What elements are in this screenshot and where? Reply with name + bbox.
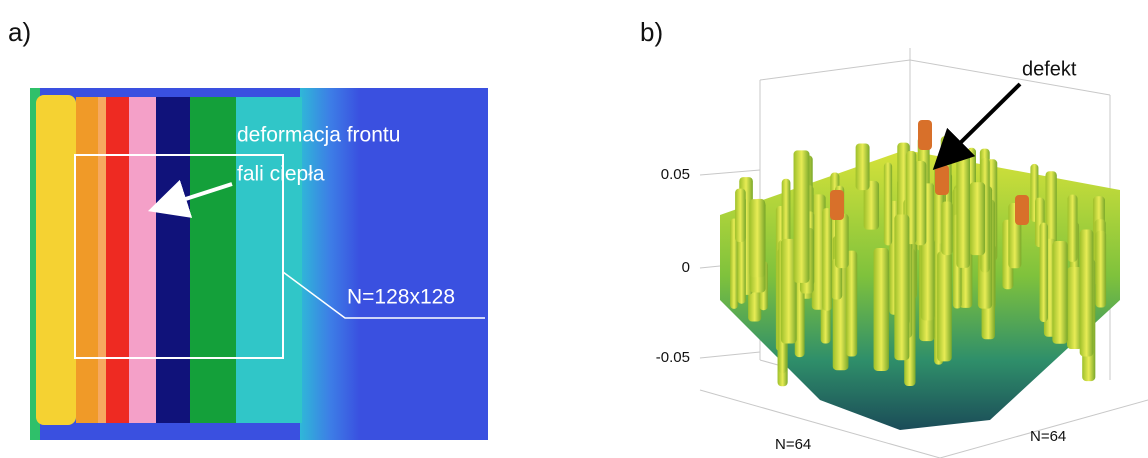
surface-spike xyxy=(914,160,927,246)
z-tick-label: 0 xyxy=(682,259,690,276)
surface-spike xyxy=(855,143,870,191)
surface-spike xyxy=(846,250,858,357)
surface-spike xyxy=(793,150,810,283)
surface-spike xyxy=(863,180,880,230)
surface xyxy=(720,120,1120,430)
arrow xyxy=(932,82,1022,171)
surface-spike xyxy=(894,214,910,361)
surface-spike xyxy=(822,208,832,311)
surface-spike xyxy=(937,251,952,362)
annotation: fali ciepła xyxy=(237,163,325,186)
surface-spike xyxy=(1067,194,1078,262)
surface-spike xyxy=(831,258,843,300)
axis-label: N=64 xyxy=(1030,428,1066,445)
surface-spike xyxy=(941,201,953,256)
surface-spike xyxy=(835,213,849,269)
annotation: deformacja frontu xyxy=(237,124,400,147)
surface-spike xyxy=(735,188,746,243)
surface-spike xyxy=(1045,171,1057,250)
panel-label: b) xyxy=(640,17,663,47)
thermal-image xyxy=(30,88,488,440)
surface-spike xyxy=(969,182,986,256)
surface-peak xyxy=(918,120,932,150)
surface-spike xyxy=(749,199,766,278)
panel-label: a) xyxy=(8,17,31,47)
z-tick-label: -0.05 xyxy=(656,349,690,366)
surface-spike xyxy=(730,218,739,309)
roi-label: N=128x128 xyxy=(347,286,455,309)
surface-peak xyxy=(935,165,949,195)
surface-spike xyxy=(956,152,970,268)
surface-spike xyxy=(1039,222,1048,323)
surface-peak xyxy=(1015,195,1029,225)
z-tick-label: 0.05 xyxy=(661,166,690,183)
surface-spike xyxy=(811,194,826,310)
surface-spike xyxy=(1052,241,1068,344)
surface-spike xyxy=(780,238,797,344)
axis-label: N=64 xyxy=(775,436,811,453)
surface-peak xyxy=(830,190,844,220)
surface-spike xyxy=(1079,229,1094,357)
surface-spike xyxy=(873,248,889,371)
surface-spike xyxy=(883,162,893,246)
annotation: defekt xyxy=(1022,58,1077,80)
surface-spike xyxy=(1095,230,1107,308)
surface-spike xyxy=(1067,266,1083,350)
